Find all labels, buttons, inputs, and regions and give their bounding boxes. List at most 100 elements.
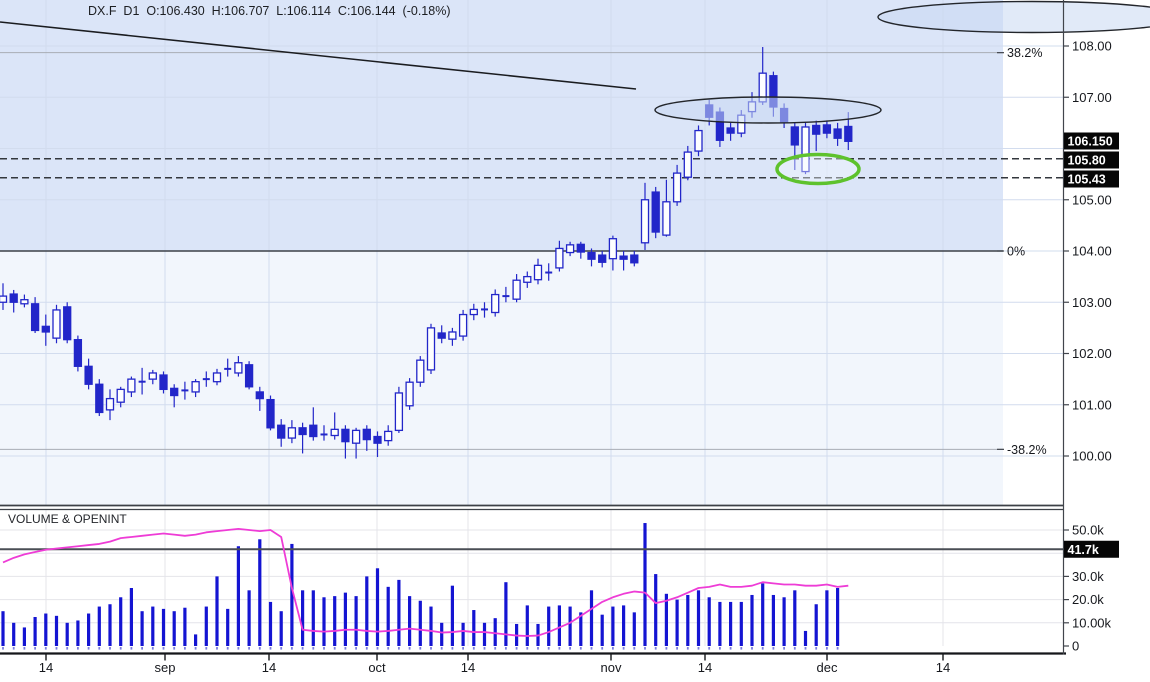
price-axis-label: 102.00 — [1072, 346, 1112, 361]
volume-bar — [568, 606, 572, 646]
volume-axis-label: 10.00k — [1072, 615, 1112, 630]
candle-up — [394, 392, 404, 432]
volume-axis-label: 20.0k — [1072, 592, 1104, 607]
x-axis-label: sep — [155, 660, 176, 675]
volume-bar — [696, 590, 701, 646]
volume-bar — [814, 604, 818, 646]
candle-up — [0, 295, 8, 303]
candle-up — [662, 201, 671, 236]
volume-bar — [504, 582, 508, 646]
volume-bar — [65, 622, 69, 646]
x-axis-label: 14 — [461, 660, 475, 675]
volume-bar — [375, 568, 380, 646]
x-axis-label: dec — [817, 660, 838, 675]
candle-up — [512, 279, 521, 300]
candle-down — [341, 428, 350, 443]
volume-bar — [836, 588, 840, 646]
fib-label: 0% — [1007, 245, 1025, 259]
candle-down — [790, 126, 799, 146]
last-price-box-bg — [1064, 132, 1119, 150]
volume-bar — [418, 600, 422, 646]
volume-bar — [557, 605, 561, 646]
open-interest-line — [2, 527, 849, 637]
candle-up — [683, 151, 692, 178]
volume-bar — [739, 601, 743, 646]
candle-up — [801, 126, 810, 173]
x-axis[interactable]: 14 sep 14 oct 14 nov 14 dec 14 — [39, 654, 950, 676]
candle-up — [191, 381, 200, 393]
level-price-box-bg — [1064, 170, 1119, 188]
candle-cluster-ellipse[interactable] — [654, 96, 882, 124]
volume-bar — [397, 579, 401, 646]
volume-bar — [22, 627, 26, 646]
volume-bar — [151, 606, 155, 646]
volume-bar — [589, 590, 594, 646]
volume-bar — [87, 613, 91, 646]
top-right-ellipse[interactable] — [877, 0, 1150, 34]
candle-down — [277, 424, 286, 439]
volume-bar — [354, 596, 358, 646]
volume-bar — [194, 634, 198, 646]
candle-up — [426, 327, 436, 371]
candle-up — [384, 430, 393, 442]
volume-bar — [1, 611, 5, 646]
volume-bar — [226, 608, 230, 646]
candle-down — [651, 191, 660, 233]
candle-down — [844, 125, 853, 142]
candle-down — [170, 387, 179, 397]
candle-down — [255, 391, 264, 400]
green-highlight-ellipse[interactable] — [775, 152, 861, 186]
volume-bar — [750, 594, 754, 646]
volume-bar — [301, 590, 305, 646]
candle-down — [812, 124, 821, 135]
volume-bar — [236, 546, 240, 646]
last-price-box: 106.150 — [1064, 132, 1119, 150]
candle-down — [9, 293, 18, 303]
level-price-box-text: 105.80 — [1068, 154, 1106, 168]
volume-bar — [793, 590, 797, 646]
volume-bar — [33, 617, 37, 646]
candle-down — [309, 424, 318, 438]
volume-pane — [0, 523, 1063, 650]
instrument-ohlc-readout: DX.F D1 O:106.430 H:106.707 L:106.114 C:… — [88, 4, 451, 18]
volume-bar — [761, 583, 765, 646]
candle-up — [405, 381, 414, 407]
level-price-box: 105.43 — [1064, 170, 1119, 188]
volume-bar — [12, 622, 16, 646]
volume-bar — [782, 597, 786, 646]
volume-bar — [215, 576, 219, 646]
volume-bar — [472, 610, 476, 646]
x-axis-label: oct — [368, 660, 386, 675]
candle-down — [726, 127, 735, 134]
candle-up — [287, 427, 297, 439]
candle-down — [41, 325, 50, 333]
volume-bar — [76, 620, 80, 646]
volume-bar — [183, 607, 187, 646]
volume-bar — [279, 611, 283, 646]
volume-axis-label: 0 — [1072, 639, 1079, 654]
volume-bar — [675, 599, 679, 646]
volume-bar — [718, 601, 722, 646]
candle-down — [63, 306, 72, 341]
fib-label: 38.2% — [1007, 46, 1042, 60]
candle-down — [298, 427, 307, 436]
candle-down — [437, 332, 446, 339]
volume-bar — [729, 601, 733, 646]
candle-up — [533, 264, 543, 281]
last-price-box-text: 106.150 — [1068, 135, 1113, 149]
candle-down — [73, 339, 83, 367]
candles — [0, 47, 853, 459]
price-axis-label: 108.00 — [1072, 39, 1112, 54]
candle-down — [159, 374, 168, 391]
candle-up — [565, 244, 575, 254]
volume-bar — [97, 606, 101, 646]
trendline[interactable] — [0, 21, 637, 90]
candle-up — [416, 359, 425, 383]
candle-up — [234, 362, 243, 374]
volume-bar — [161, 608, 166, 646]
volume-bar — [600, 614, 604, 646]
price-axis[interactable]: 108.00 107.00 105.00 104.00 103.00 102.00 101.… — [1063, 39, 1112, 464]
volume-axis[interactable]: 50.0k 30.0k 20.0k 10.00k 0 — [1063, 523, 1112, 654]
backgrounds — [0, 0, 1003, 505]
